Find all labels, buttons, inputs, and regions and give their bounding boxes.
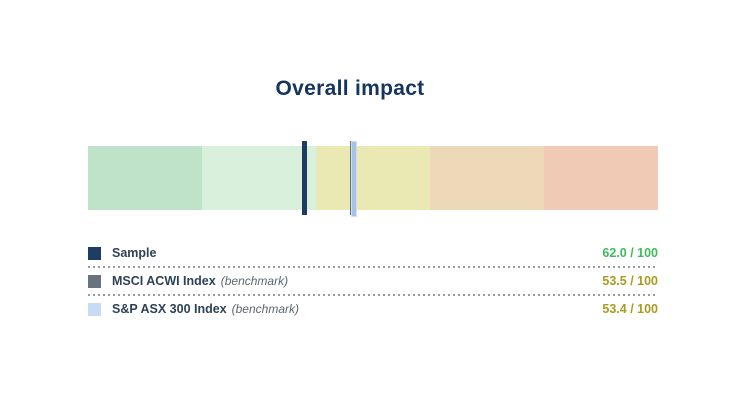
dotted-separator — [88, 294, 658, 296]
legend-label: Sample — [112, 246, 157, 260]
msci-acwi-score-value: 53.5 / 100 — [602, 274, 658, 288]
impact-scale-bar — [88, 141, 658, 217]
band-light-green — [202, 146, 316, 210]
chart-title: Overall impact — [275, 77, 425, 100]
legend-label: MSCI ACWI Index — [112, 274, 216, 288]
band-tan — [430, 146, 544, 210]
band-green — [88, 146, 202, 210]
legend-row-msci-acwi: MSCI ACWI Index (benchmark) 53.5 / 100 — [88, 268, 658, 294]
band-salmon — [544, 146, 658, 210]
sample-score-value: 62.0 / 100 — [602, 246, 658, 260]
dotted-separator — [88, 266, 658, 268]
msci-acwi-swatch — [88, 274, 101, 288]
legend-suffix: (benchmark) — [231, 302, 299, 316]
legend: Sample 62.0 / 100 MSCI ACWI Index (bench… — [88, 240, 658, 322]
sp-asx-300-score-value: 53.4 / 100 — [602, 302, 658, 316]
band-yellow — [316, 146, 430, 210]
legend-label: S&P ASX 300 Index — [112, 302, 227, 316]
legend-row-sample: Sample 62.0 / 100 — [88, 240, 658, 266]
sp-asx-300-benchmark-marker — [350, 141, 357, 217]
sp-asx-300-swatch — [88, 302, 101, 316]
legend-suffix: (benchmark) — [220, 274, 289, 288]
sample-swatch — [88, 246, 101, 260]
sample-score-marker — [301, 141, 307, 215]
legend-row-sp-asx-300: S&P ASX 300 Index (benchmark) 53.4 / 100 — [88, 296, 658, 322]
